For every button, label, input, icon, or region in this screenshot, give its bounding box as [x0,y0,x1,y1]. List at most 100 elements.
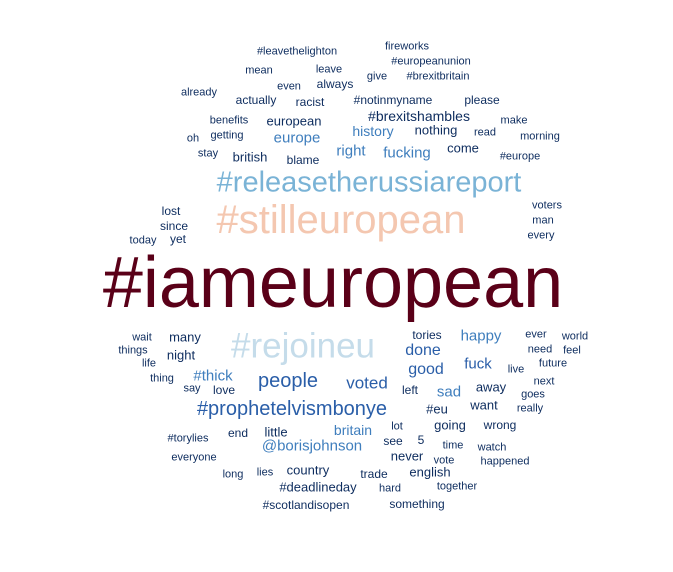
word-country: country [286,462,330,478]
word-man: man [532,214,554,227]
word-fucking: fucking [383,144,431,162]
word-already: already [180,86,218,99]
word-left: left [401,383,419,397]
word-next: next [533,375,555,388]
word-getting: getting [210,129,244,142]
word-little: little [264,424,288,440]
word-long: long [222,468,244,481]
word-leave: leave [315,63,343,76]
word-prophetelvismbonye: #prophetelvismbonye [196,398,388,420]
word-lot: lot [391,420,403,433]
word-fuck: fuck [464,355,492,373]
word-together: together [436,480,478,493]
word-really: really [516,402,544,415]
word-mean: mean [245,64,273,77]
word-happened: happened [480,455,530,468]
word-something: something [389,497,445,511]
word-today: today [129,234,157,247]
word-tories: tories [412,328,442,342]
word-european: european [266,113,322,129]
word-releasetherussiareport: #releasetherussiareport [216,166,522,199]
word-brexitbritain: #brexitbritain [406,70,470,83]
word-lost: lost [161,204,181,218]
word-oh: oh [186,132,200,145]
word-going: going [434,417,466,433]
word-never: never [390,448,424,464]
word-voted: voted [346,373,388,393]
word-voters: voters [532,199,562,212]
word-give: give [366,70,388,83]
word-thick: #thick [193,367,233,385]
word-wait: wait [132,331,152,344]
word-nothing: nothing [414,122,458,138]
word-notinmyname: #notinmyname [353,93,433,107]
word-benefits: benefits [209,114,249,127]
word-right: right [336,142,366,160]
word-end: end [227,426,249,440]
word-hard: hard [378,482,402,495]
word-always: always [316,77,354,91]
word-feel: feel [563,344,581,357]
word-thing: thing [150,372,174,385]
word-everyone: everyone [171,451,217,464]
word-away: away [475,379,507,395]
word-please: please [464,93,500,107]
word-rejoineu: #rejoineu [231,326,375,366]
word-things: things [118,344,148,357]
word-done: done [405,342,441,359]
word-blame: blame [286,153,320,167]
word-vote: vote [433,454,455,467]
word-morning: morning [520,130,560,143]
word-read: read [473,126,497,139]
word-future: future [538,357,568,370]
word-actually: actually [235,93,277,107]
word-deadlineday: #deadlineday [279,479,357,495]
word-night: night [166,347,196,363]
word-brexitshambles: #brexitshambles [368,108,470,124]
word-good: good [408,361,444,378]
word-time: time [442,439,464,452]
word-ever: ever [525,328,547,341]
word-goes: goes [521,388,545,401]
word-europe: #europe [499,150,541,163]
word-life: life [141,357,157,370]
word-racist: racist [295,95,325,109]
word-watch: watch [477,441,507,454]
word-stay: stay [197,147,219,160]
word-even: even [277,80,301,93]
word-wrong: wrong [483,418,517,432]
word-happy: happy [460,327,502,345]
word-live: live [507,363,525,376]
word-yet: yet [169,232,187,246]
word-trade: trade [360,467,388,481]
word-stilleuropean: #stilleuropean [216,198,466,242]
word-scotlandisopen: #scotlandisopen [262,498,350,512]
word-history: history [352,123,394,139]
word-want: want [470,397,498,413]
word-every: every [527,229,555,242]
word-english: english [409,464,451,480]
word-5: 5 [417,433,425,447]
word-lies: lies [256,466,274,479]
word-people: people [257,370,319,392]
word-make: make [500,114,528,127]
word-britain: britain [333,422,373,438]
word-sad: sad [436,383,462,401]
word-eu: #eu [426,401,448,417]
word-see: see [383,434,403,448]
word-fireworks: fireworks [384,40,430,53]
word-love: love [212,383,236,397]
word-leavethelighton: #leavethelighton [256,45,338,58]
word-europeanunion: #europeanunion [391,55,471,68]
word-europe: europe [273,129,321,147]
word-borisjohnson: @borisjohnson [261,437,363,455]
word-world: world [561,330,589,343]
word-since: since [159,219,189,233]
word-come: come [447,140,479,156]
word-say: say [183,382,201,395]
word-torylies: #torylies [167,432,209,445]
word-need: need [527,343,553,356]
word-british: british [232,149,268,165]
word-iameuropean: #iameuropean [102,243,564,323]
